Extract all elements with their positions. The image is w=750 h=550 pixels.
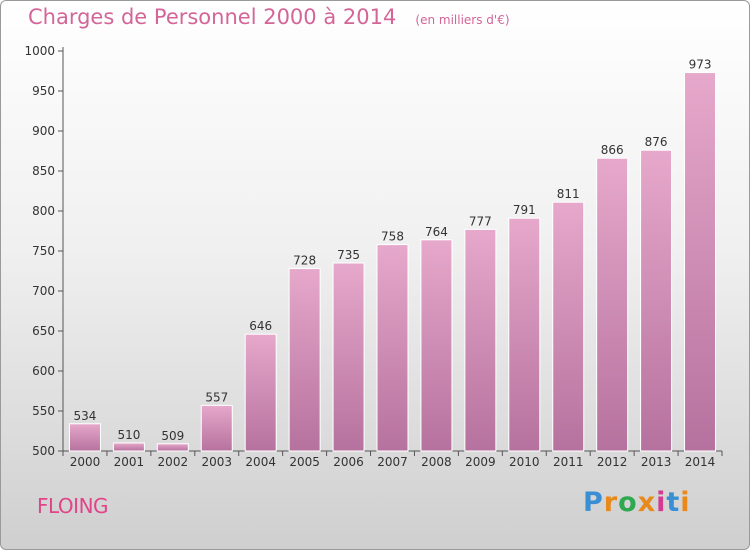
y-tick-label: 1000 bbox=[24, 44, 55, 58]
title-line: Charges de Personnel 2000 à 2014 (en mil… bbox=[28, 5, 510, 29]
x-tick-label: 2000 bbox=[70, 455, 101, 469]
bar bbox=[464, 228, 497, 452]
y-tick-label: 600 bbox=[32, 364, 55, 378]
bar bbox=[288, 268, 321, 452]
bar bbox=[332, 262, 365, 452]
bar bbox=[420, 239, 453, 452]
x-tick-label: 2011 bbox=[553, 455, 584, 469]
logo-letter: r bbox=[603, 487, 619, 518]
x-tick-label: 2006 bbox=[333, 455, 364, 469]
chart-title: Charges de Personnel 2000 à 2014 bbox=[28, 5, 397, 29]
y-tick-label: 500 bbox=[32, 444, 55, 458]
bar bbox=[508, 217, 541, 452]
bar bbox=[684, 72, 717, 452]
data-label: 646 bbox=[249, 319, 272, 333]
logo-letter: x bbox=[637, 487, 657, 518]
chart-subtitle: (en milliers d'€) bbox=[415, 13, 510, 27]
bar bbox=[68, 423, 101, 452]
logo-letter: P bbox=[583, 487, 604, 518]
y-tick-label: 950 bbox=[32, 84, 55, 98]
x-tick-label: 2007 bbox=[377, 455, 408, 469]
logo-letter: o bbox=[618, 487, 638, 518]
x-tick-label: 2002 bbox=[158, 455, 189, 469]
logo-letter: i bbox=[656, 487, 667, 518]
y-tick-label: 800 bbox=[32, 204, 55, 218]
proxiti-logo: Proxiti bbox=[583, 487, 691, 518]
data-label: 728 bbox=[293, 254, 316, 268]
x-tick-label: 2004 bbox=[245, 455, 276, 469]
y-tick-label: 850 bbox=[32, 164, 55, 178]
y-tick-label: 750 bbox=[32, 244, 55, 258]
x-tick-label: 2003 bbox=[201, 455, 232, 469]
bar bbox=[156, 443, 189, 452]
y-tick-label: 700 bbox=[32, 284, 55, 298]
data-label: 758 bbox=[381, 230, 404, 244]
x-tick-label: 2010 bbox=[509, 455, 540, 469]
data-label: 777 bbox=[469, 214, 492, 228]
x-tick-label: 2013 bbox=[641, 455, 672, 469]
x-tick-label: 2008 bbox=[421, 455, 452, 469]
bar bbox=[200, 404, 233, 452]
data-label: 764 bbox=[425, 225, 448, 239]
data-label: 973 bbox=[689, 58, 712, 72]
data-label: 509 bbox=[161, 429, 184, 443]
data-label: 811 bbox=[557, 187, 580, 201]
bar bbox=[244, 333, 277, 452]
data-label: 735 bbox=[337, 248, 360, 262]
x-tick-label: 2001 bbox=[114, 455, 145, 469]
data-label: 534 bbox=[74, 409, 97, 423]
data-label: 876 bbox=[645, 135, 668, 149]
data-label: 791 bbox=[513, 203, 536, 217]
logo-letter: i bbox=[680, 487, 691, 518]
x-tick-label: 2005 bbox=[289, 455, 320, 469]
y-tick-label: 650 bbox=[32, 324, 55, 338]
bar bbox=[596, 157, 629, 452]
x-tick-label: 2014 bbox=[685, 455, 716, 469]
bar bbox=[112, 442, 145, 452]
x-tick-label: 2009 bbox=[465, 455, 496, 469]
data-label: 866 bbox=[601, 143, 624, 157]
commune-name: FLOING bbox=[37, 494, 109, 518]
y-tick-label: 550 bbox=[32, 404, 55, 418]
data-label: 557 bbox=[205, 390, 228, 404]
x-tick-label: 2012 bbox=[597, 455, 628, 469]
bar bbox=[640, 149, 673, 452]
bar bbox=[552, 201, 585, 452]
y-tick-label: 900 bbox=[32, 124, 55, 138]
bar bbox=[376, 244, 409, 452]
data-label: 510 bbox=[117, 428, 140, 442]
logo-letter: t bbox=[666, 487, 681, 518]
